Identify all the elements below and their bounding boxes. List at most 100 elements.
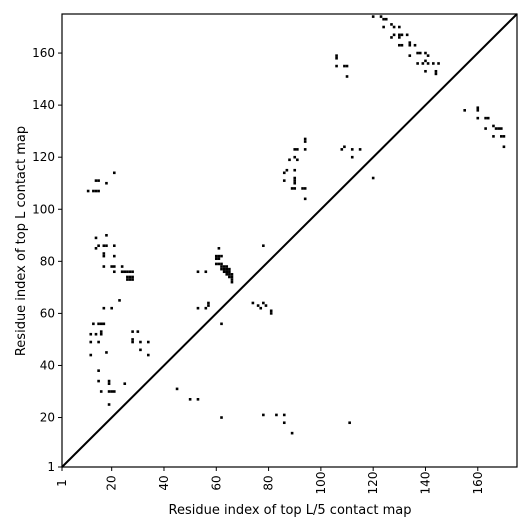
contact-cell: [112, 265, 116, 268]
contact-cell: [102, 244, 106, 248]
contact-cell: [262, 244, 265, 248]
contact-cell: [343, 64, 346, 68]
contact-cell: [102, 254, 106, 258]
contact-cell: [97, 179, 100, 182]
contact-cell: [214, 254, 218, 258]
contact-cell: [131, 278, 134, 281]
contact-cell: [136, 330, 140, 333]
contact-cell: [262, 301, 265, 305]
contact-cell: [282, 413, 286, 417]
contact-cell: [269, 309, 273, 313]
contact-cell: [105, 181, 108, 185]
contact-cell: [492, 124, 495, 128]
contact-cell: [426, 54, 430, 57]
contact-cell: [217, 262, 221, 266]
contact-cell: [293, 148, 297, 151]
x-tick-label: 100: [314, 472, 328, 495]
contact-cell: [222, 270, 226, 274]
contact-cell: [408, 43, 412, 47]
contact-cell: [86, 189, 90, 193]
contact-cell: [225, 265, 229, 268]
contact-cell: [97, 189, 100, 193]
contact-cell: [293, 155, 297, 159]
contact-cell: [97, 379, 100, 383]
contact-cell: [340, 148, 344, 151]
contact-cell: [120, 265, 124, 268]
contact-cell: [384, 17, 388, 21]
contact-cell: [228, 270, 231, 274]
contact-cell: [303, 140, 307, 143]
contact-cell: [494, 127, 498, 130]
contact-cell: [131, 270, 134, 274]
contact-cell: [107, 403, 111, 406]
contact-cell: [398, 33, 401, 37]
contact-cell: [264, 304, 268, 307]
contact-cell: [293, 179, 297, 182]
contact-cell: [94, 332, 98, 336]
y-tick-label: 80: [40, 254, 55, 268]
contact-cell: [217, 254, 221, 258]
contact-cell: [139, 348, 142, 352]
x-tick-label: 80: [262, 475, 276, 490]
x-axis: 1 20 40 60 80 100 120 140 160: [55, 467, 485, 494]
contact-cell: [282, 171, 286, 175]
x-tick-label: 120: [366, 472, 380, 495]
contact-cell: [207, 301, 210, 305]
y-tick-label: 160: [32, 46, 55, 60]
contact-cell: [416, 62, 419, 65]
contact-cell: [296, 148, 299, 151]
contact-cell: [222, 265, 226, 268]
contact-cell: [112, 244, 116, 248]
y-axis-label: Residue index of top L contact map: [14, 126, 29, 356]
contact-cell: [350, 155, 354, 159]
contact-cell: [196, 306, 200, 310]
contact-cell: [256, 304, 260, 307]
contact-cell: [89, 353, 93, 357]
contact-cell: [99, 330, 103, 333]
contact-cell: [398, 36, 401, 39]
contact-cell: [107, 382, 111, 385]
contact-cell: [500, 127, 503, 130]
contact-cell: [348, 421, 351, 425]
contact-cell: [225, 270, 229, 274]
contact-cell: [126, 278, 129, 281]
contact-cell: [303, 197, 307, 201]
contact-cell: [102, 306, 106, 310]
contact-cell: [303, 187, 307, 190]
contact-cell: [269, 312, 273, 315]
contact-cell: [350, 148, 354, 151]
contact-cells: [86, 15, 506, 435]
contact-cell: [476, 106, 480, 110]
contact-cell: [214, 257, 218, 261]
contact-cell: [110, 306, 113, 310]
contact-cell: [262, 413, 265, 417]
contact-cell: [97, 244, 100, 248]
contact-cell: [123, 270, 127, 274]
contact-cell: [424, 51, 427, 55]
contact-cell: [463, 109, 466, 112]
contact-cell: [99, 322, 103, 326]
contact-cell: [230, 280, 234, 284]
contact-cell: [290, 187, 294, 190]
contact-cell: [228, 267, 231, 271]
contact-cell: [293, 168, 297, 172]
contact-cell: [204, 270, 208, 274]
x-tick-label: 60: [209, 475, 223, 490]
contact-cell: [105, 233, 108, 237]
contact-cell: [175, 387, 179, 391]
contact-cell: [392, 33, 396, 37]
contact-cell: [220, 416, 223, 419]
contact-cell: [288, 158, 291, 162]
contact-cell: [89, 340, 93, 344]
contact-cell: [107, 390, 111, 393]
contact-cell: [196, 398, 200, 401]
contact-cell: [379, 15, 383, 18]
contact-cell: [220, 322, 223, 326]
contact-cell: [371, 176, 375, 180]
contact-cell: [497, 127, 500, 130]
contact-cell: [126, 275, 129, 279]
contact-cell: [207, 304, 210, 307]
contact-cell: [400, 43, 404, 47]
contact-cell: [220, 267, 223, 271]
